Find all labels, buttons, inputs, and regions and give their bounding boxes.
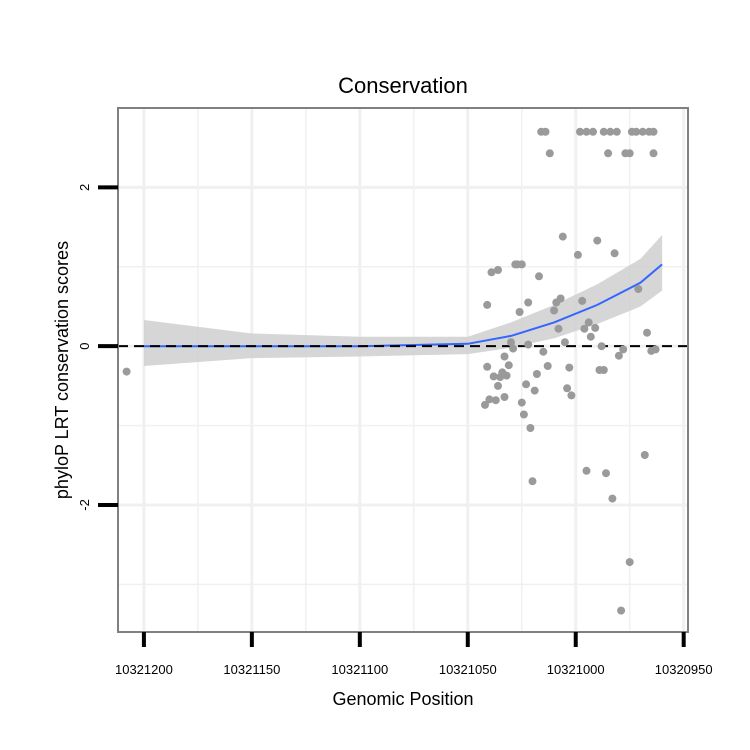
data-point <box>485 395 494 404</box>
data-point <box>491 396 500 405</box>
data-point <box>599 127 608 136</box>
data-point <box>504 361 513 370</box>
data-point <box>550 306 559 315</box>
data-point <box>528 477 537 486</box>
data-point <box>582 127 591 136</box>
y-tick-label: 2 <box>77 184 92 191</box>
data-point <box>567 391 576 400</box>
data-point <box>494 266 502 274</box>
data-point <box>640 451 649 459</box>
data-point <box>608 494 617 503</box>
data-point <box>489 372 498 381</box>
data-point <box>517 398 526 407</box>
data-point <box>507 338 515 347</box>
data-point <box>599 366 608 374</box>
data-point <box>625 149 634 158</box>
data-point <box>494 381 502 390</box>
data-point <box>632 127 641 136</box>
data-point <box>619 345 628 354</box>
data-point <box>582 466 591 475</box>
data-point <box>580 324 589 333</box>
x-tick-label: 10321000 <box>547 662 605 677</box>
data-point <box>617 606 626 615</box>
plot-panel <box>118 108 688 632</box>
data-point <box>519 410 528 419</box>
data-point <box>573 250 582 259</box>
data-point <box>535 272 543 281</box>
data-point <box>526 424 535 432</box>
data-point <box>565 363 574 372</box>
data-point <box>586 332 595 341</box>
data-point <box>483 362 492 371</box>
grid <box>118 108 688 632</box>
x-tick-label: 10321100 <box>331 662 388 677</box>
data-point <box>515 308 524 316</box>
data-point <box>509 344 518 353</box>
data-point <box>610 249 619 258</box>
data-point <box>591 323 600 332</box>
y-tick-label: -2 <box>77 499 92 511</box>
data-point <box>522 380 531 389</box>
data-point <box>122 367 131 376</box>
data-point <box>634 285 643 293</box>
data-point <box>483 300 492 309</box>
data-point <box>614 351 623 360</box>
data-point <box>545 149 554 158</box>
data-point <box>500 352 509 361</box>
chart-title: Conservation <box>338 73 468 98</box>
data-point <box>558 232 567 241</box>
data-point <box>524 298 533 307</box>
data-point <box>604 149 613 158</box>
points-layer <box>122 127 660 615</box>
confidence-ribbon <box>143 235 663 366</box>
data-point <box>625 558 634 567</box>
data-point <box>532 370 541 378</box>
data-point <box>487 268 496 277</box>
y-axis-title: phyloP LRT conservation scores <box>52 241 72 499</box>
data-point <box>649 127 658 136</box>
data-point <box>649 149 658 158</box>
data-point <box>556 294 565 303</box>
data-point <box>481 400 489 409</box>
y-tick-label: 0 <box>77 343 92 350</box>
data-point <box>578 296 587 305</box>
data-point <box>612 127 621 136</box>
data-point <box>560 338 569 347</box>
data-point <box>539 347 548 356</box>
data-point <box>651 345 660 354</box>
x-tick-label: 10321050 <box>439 662 497 677</box>
x-tick-label: 10321200 <box>115 662 173 677</box>
x-tick-label: 10320950 <box>655 662 713 677</box>
data-point <box>643 328 651 337</box>
y-axis: 2 0 -2 <box>77 184 118 511</box>
data-point <box>500 393 509 401</box>
x-axis-title: Genomic Position <box>332 689 473 709</box>
data-point <box>597 342 606 351</box>
data-point <box>524 340 533 349</box>
data-point <box>530 386 539 395</box>
data-point <box>541 127 550 136</box>
confidence-ribbon-layer <box>143 235 663 366</box>
data-point <box>502 371 511 380</box>
data-point <box>602 469 610 478</box>
x-tick-label: 10321150 <box>223 662 280 677</box>
data-point <box>593 236 602 245</box>
data-point <box>638 127 647 136</box>
data-point <box>606 127 615 136</box>
data-point <box>563 384 572 393</box>
x-axis: 10321200 10321150 10321100 10321050 10321000… <box>115 631 713 677</box>
data-point <box>576 127 584 136</box>
data-point <box>554 324 563 333</box>
data-point <box>589 127 597 136</box>
data-point <box>584 318 593 327</box>
data-point <box>517 260 526 269</box>
data-point <box>543 362 552 370</box>
